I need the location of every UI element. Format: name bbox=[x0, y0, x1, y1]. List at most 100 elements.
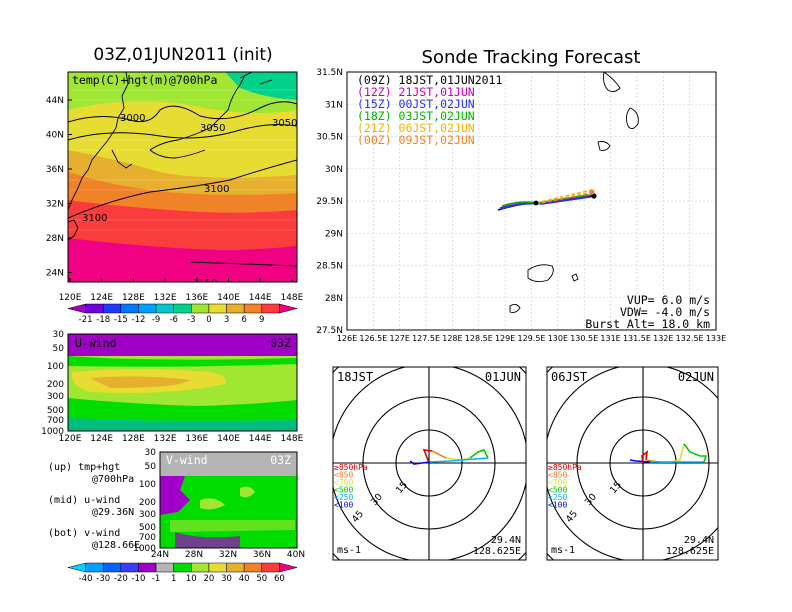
hodo1-unit: ms-1 bbox=[337, 545, 361, 556]
colorbar-swatch bbox=[67, 303, 86, 314]
colorbar-swatch bbox=[173, 303, 192, 314]
lon-tick-label: 132E bbox=[653, 334, 673, 343]
lon-tick-label: 128.5E bbox=[465, 334, 493, 343]
lon-tick-label: 126E bbox=[337, 334, 357, 343]
lon-tick-label: 130.5E bbox=[570, 334, 598, 343]
lat-tick-label: 32N bbox=[219, 550, 237, 560]
lon-tick-label: 131.5E bbox=[623, 334, 651, 343]
colorbar-swatch bbox=[102, 562, 122, 573]
colorbar-swatch bbox=[226, 303, 245, 314]
hodo2-unit: ms-1 bbox=[551, 545, 575, 556]
lat-tick-label: 44N bbox=[46, 96, 64, 106]
colorbar-label: 40 bbox=[239, 574, 250, 584]
ring-label: 45 bbox=[350, 509, 366, 525]
colorbar-swatch bbox=[85, 562, 104, 573]
lat-tick-label: 29.5N bbox=[316, 197, 343, 207]
lat-tick-label: 36N bbox=[253, 550, 271, 560]
level-legend-entry: <850 bbox=[334, 471, 353, 480]
lon-tick-label: 144E bbox=[249, 434, 272, 444]
colorbar-swatch bbox=[191, 562, 210, 573]
contour-label: 3000 bbox=[120, 113, 145, 124]
hodo2-time: 06JST bbox=[551, 370, 587, 384]
u-wind-label: U-wind bbox=[75, 336, 117, 350]
lat-tick-label: 36N bbox=[46, 165, 64, 175]
colorbar-label: -20 bbox=[114, 574, 128, 584]
lon-tick-label: 144E bbox=[249, 293, 272, 303]
lon-tick-label: 148E bbox=[280, 293, 303, 303]
v-wind-section bbox=[160, 452, 297, 548]
level-legend-entry: <100 bbox=[334, 501, 353, 510]
param-vup: VUP= 6.0 m/s bbox=[627, 293, 710, 307]
colorbar-label: -30 bbox=[96, 574, 110, 584]
ring-label: 15 bbox=[608, 480, 624, 496]
colorbar-swatch bbox=[208, 303, 227, 314]
run-legend-entry: (15Z) 00JST,02JUN bbox=[357, 97, 475, 111]
contour-label: 3050 bbox=[272, 118, 297, 129]
colorbar-label: 60 bbox=[274, 574, 285, 584]
pressure-tick-label: 50 bbox=[53, 344, 65, 354]
lat-tick-label: 30N bbox=[325, 165, 343, 175]
colorbar-label: 20 bbox=[204, 574, 215, 584]
lon-tick-label: 129.5E bbox=[518, 334, 546, 343]
colorbar-swatch bbox=[191, 303, 210, 314]
colorbar-label: -40 bbox=[79, 574, 93, 584]
run-legend-entry: (00Z) 09JST,02JUN bbox=[357, 133, 475, 147]
colorbar-label: -6 bbox=[169, 315, 177, 325]
colorbar-label: 3 bbox=[224, 315, 229, 325]
legend-line: @29.36N bbox=[92, 507, 134, 518]
colorbar-label: -9 bbox=[152, 315, 160, 325]
lat-tick-label: 31.5N bbox=[316, 68, 343, 78]
colorbar-swatch bbox=[173, 562, 192, 573]
lon-tick-label: 128E bbox=[442, 334, 462, 343]
pressure-tick-label: 700 bbox=[139, 533, 156, 543]
map-label: temp(C)+hgt(m)@700hPa bbox=[72, 73, 217, 87]
v-wind-time: 03Z bbox=[270, 453, 291, 467]
contour-label: 3100 bbox=[82, 213, 107, 224]
pressure-tick-label: 500 bbox=[139, 523, 156, 533]
lon-tick-label: 124E bbox=[90, 293, 113, 303]
hodo2-lat: 29.4N bbox=[684, 535, 714, 546]
colorbar-swatch bbox=[279, 303, 298, 314]
lon-tick-label: 127E bbox=[390, 334, 410, 343]
colorbar-swatch bbox=[243, 303, 263, 314]
legend-line: @700hPa bbox=[92, 474, 134, 485]
colorbar-swatch bbox=[226, 562, 245, 573]
level-legend-entry: <700 bbox=[334, 478, 353, 487]
lat-tick-label: 28N bbox=[46, 234, 64, 244]
level-legend-entry: <700 bbox=[548, 478, 567, 487]
lat-tick-label: 40N bbox=[46, 131, 64, 141]
pressure-tick-label: 300 bbox=[47, 392, 64, 402]
pressure-tick-label: 500 bbox=[47, 406, 64, 416]
colorbar-swatch bbox=[85, 303, 104, 314]
colorbar-swatch bbox=[102, 303, 122, 314]
pressure-tick-label: 1000 bbox=[133, 544, 156, 554]
legend-line: (bot) v-wind bbox=[48, 528, 120, 539]
lat-tick-label: 28N bbox=[185, 550, 203, 560]
level-legend-entry: <250 bbox=[334, 493, 353, 502]
lon-tick-label: 127.5E bbox=[412, 334, 440, 343]
lon-tick-label: 130E bbox=[548, 334, 568, 343]
pressure-tick-label: 30 bbox=[53, 330, 65, 340]
pressure-tick-label: 50 bbox=[145, 462, 157, 472]
tracking-map bbox=[347, 72, 716, 330]
hodo2-date: 02JUN bbox=[678, 370, 714, 384]
legend-line: (mid) u-wind bbox=[48, 495, 120, 506]
lon-tick-label: 140E bbox=[217, 434, 240, 444]
lat-tick-label: 28N bbox=[325, 294, 343, 304]
lon-tick-label: 120E bbox=[59, 434, 82, 444]
map-title: 03Z,01JUN2011 (init) bbox=[93, 45, 272, 65]
colorbar-label: 6 bbox=[241, 315, 246, 325]
hodo1-time: 18JST bbox=[337, 370, 373, 384]
lon-tick-label: 136E bbox=[185, 434, 208, 444]
colorbar-swatch bbox=[243, 562, 263, 573]
colorbar-swatch bbox=[67, 562, 86, 573]
colorbar-swatch bbox=[208, 562, 227, 573]
u-wind-section bbox=[68, 334, 297, 431]
u-wind-time: 03Z bbox=[270, 336, 291, 350]
lon-tick-label: 124E bbox=[90, 434, 113, 444]
pressure-tick-label: 100 bbox=[139, 480, 156, 490]
param-vdw: VDW= -4.0 m/s bbox=[620, 305, 710, 319]
lon-tick-label: 131E bbox=[600, 334, 620, 343]
hodo1-lon: 128.625E bbox=[473, 546, 521, 557]
